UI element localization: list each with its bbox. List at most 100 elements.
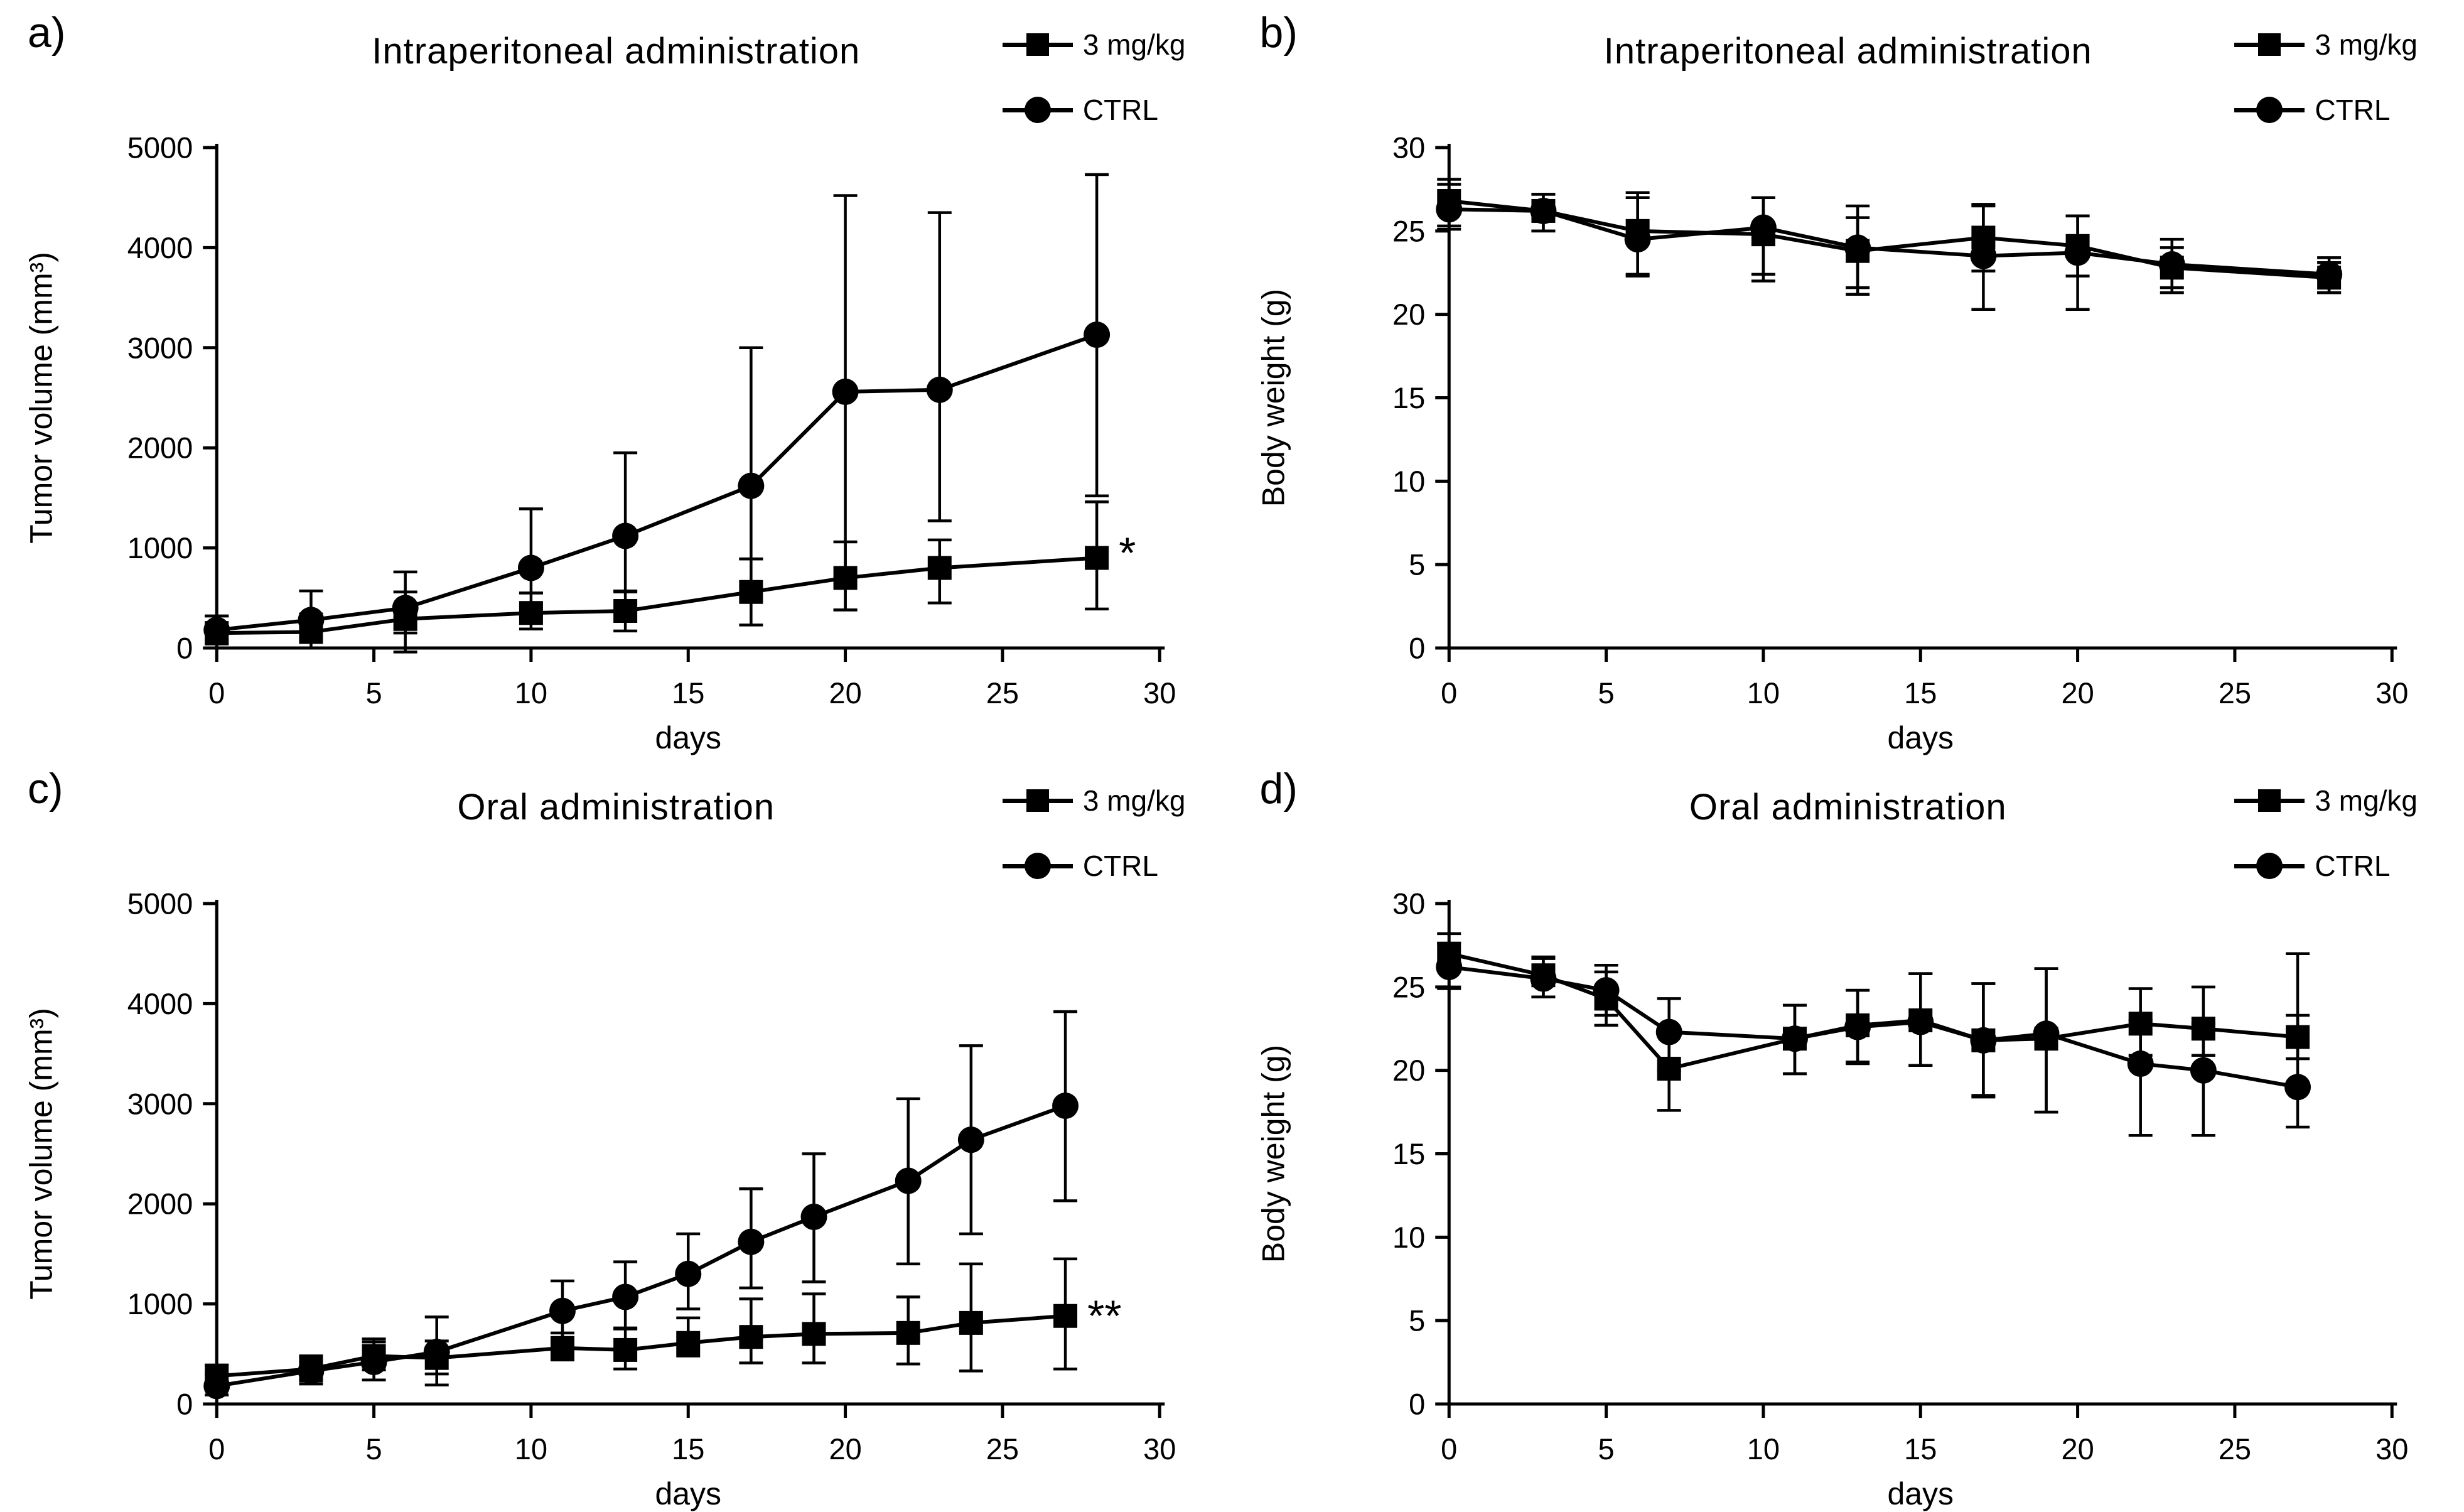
legend-label: 3 mg/kg (1082, 784, 1186, 817)
svg-text:days: days (1887, 1476, 1954, 1511)
svg-text:25: 25 (986, 676, 1019, 710)
svg-text:10: 10 (515, 676, 547, 710)
svg-text:25: 25 (2218, 676, 2251, 710)
svg-text:days: days (655, 720, 721, 755)
legend-item-treated: 3 mg/kg (1002, 28, 1186, 62)
svg-text:5: 5 (1598, 676, 1614, 710)
legend-item-control: CTRL (2234, 849, 2418, 883)
svg-text:10: 10 (1392, 1221, 1424, 1254)
panel-letter-d: d) (1259, 765, 1298, 813)
tumor-volume-chart-oral: 0 1000 2000 3000 4000 5000 0 5 10 15 20 25 30 days Tum… (23, 887, 1176, 1512)
svg-text:5: 5 (366, 676, 382, 710)
svg-text:20: 20 (829, 676, 861, 710)
legend-item-control: CTRL (1002, 849, 1186, 883)
circle-marker-icon (1002, 107, 1073, 112)
square-marker-icon (1002, 42, 1073, 47)
svg-text:0: 0 (208, 1432, 225, 1466)
svg-text:20: 20 (1392, 298, 1424, 331)
legend-b: 3 mg/kg CTRL (2234, 28, 2418, 127)
legend-label: CTRL (2315, 94, 2391, 126)
square-marker-icon (1002, 798, 1073, 803)
svg-text:4000: 4000 (127, 231, 193, 264)
svg-text:5: 5 (366, 1432, 382, 1466)
svg-text:2000: 2000 (127, 1187, 193, 1221)
panel-letter-a: a) (28, 9, 66, 57)
body-weight-chart-ip: 0 5 10 15 20 25 30 0 5 10 15 20 25 30 days Body weight … (1256, 131, 2408, 756)
svg-text:5000: 5000 (127, 887, 193, 921)
svg-text:25: 25 (986, 1432, 1019, 1466)
svg-text:5: 5 (1409, 548, 1425, 581)
legend-label: CTRL (2315, 850, 2391, 882)
svg-text:15: 15 (1904, 676, 1937, 710)
circle-marker-icon (2234, 107, 2305, 112)
svg-text:30: 30 (1143, 1432, 1176, 1466)
svg-text:4000: 4000 (127, 987, 193, 1020)
svg-text:Tumor volume (mm³): Tumor volume (mm³) (23, 252, 58, 544)
svg-text:1000: 1000 (127, 531, 193, 564)
svg-text:15: 15 (1904, 1432, 1937, 1466)
legend-label: 3 mg/kg (2315, 28, 2418, 61)
legend-item-control: CTRL (2234, 93, 2418, 127)
svg-text:5000: 5000 (127, 131, 193, 165)
svg-text:0: 0 (1409, 1388, 1425, 1421)
svg-text:0: 0 (208, 676, 225, 710)
svg-text:10: 10 (515, 1432, 547, 1466)
legend-label: 3 mg/kg (2315, 784, 2418, 817)
svg-text:15: 15 (672, 676, 704, 710)
tumor-volume-chart-ip: 0 1000 2000 3000 4000 5000 0 5 10 15 20 25 30 days Tum… (23, 131, 1176, 756)
svg-text:10: 10 (1746, 1432, 1779, 1466)
svg-text:2000: 2000 (127, 431, 193, 465)
svg-text:30: 30 (1392, 131, 1424, 165)
svg-text:25: 25 (2218, 1432, 2251, 1466)
svg-text:30: 30 (1143, 676, 1176, 710)
circle-marker-icon (1002, 863, 1073, 868)
svg-text:Body weight (g): Body weight (g) (1256, 1045, 1291, 1263)
svg-text:0: 0 (176, 1388, 193, 1421)
panel-letter-b: b) (1259, 9, 1298, 57)
panel-c: c) Oral administration 0 1000 2000 3000 4000… (0, 756, 1232, 1512)
svg-text:15: 15 (1392, 381, 1424, 414)
panel-b-title: Intraperitoneal administration (1603, 31, 2092, 72)
svg-text:5: 5 (1409, 1304, 1425, 1337)
legend-label: 3 mg/kg (1082, 28, 1186, 61)
svg-text:3000: 3000 (127, 1087, 193, 1120)
svg-text:0: 0 (1441, 1432, 1457, 1466)
svg-text:1000: 1000 (127, 1287, 193, 1320)
svg-text:20: 20 (829, 1432, 861, 1466)
panel-letter-c: c) (28, 765, 63, 813)
svg-text:10: 10 (1392, 465, 1424, 498)
legend-item-treated: 3 mg/kg (1002, 784, 1186, 818)
svg-text:20: 20 (1392, 1054, 1424, 1087)
svg-text:20: 20 (2061, 676, 2094, 710)
legend-item-control: CTRL (1002, 93, 1186, 127)
svg-text:20: 20 (2061, 1432, 2094, 1466)
svg-text:**: ** (1087, 1292, 1121, 1341)
panel-d: d) Oral administration 0 5 10 15 20 25 30 0 5 10 1… (1232, 756, 2464, 1512)
svg-text:3000: 3000 (127, 331, 193, 364)
panel-d-title: Oral administration (1689, 787, 2007, 828)
svg-text:days: days (655, 1476, 721, 1511)
legend-a: 3 mg/kg CTRL (1002, 28, 1186, 127)
svg-text:25: 25 (1392, 970, 1424, 1003)
legend-c: 3 mg/kg CTRL (1002, 784, 1186, 883)
legend-label: CTRL (1082, 94, 1158, 126)
svg-text:Tumor volume (mm³): Tumor volume (mm³) (23, 1008, 58, 1300)
circle-marker-icon (2234, 863, 2305, 868)
square-marker-icon (2234, 42, 2305, 47)
panel-b: b) Intraperitoneal administration 0 5 10 15… (1232, 0, 2464, 756)
svg-text:15: 15 (1392, 1137, 1424, 1170)
svg-text:Body weight (g): Body weight (g) (1256, 289, 1291, 507)
legend-d: 3 mg/kg CTRL (2234, 784, 2418, 883)
svg-text:*: * (1119, 529, 1136, 578)
svg-text:25: 25 (1392, 214, 1424, 247)
body-weight-chart-oral: 0 5 10 15 20 25 30 0 5 10 15 20 25 30 days Body weight … (1256, 887, 2408, 1512)
svg-text:0: 0 (176, 632, 193, 665)
svg-text:0: 0 (1441, 676, 1457, 710)
panel-a: a) Intraperitoneal administration 0 1000 2… (0, 0, 1232, 756)
svg-text:0: 0 (1409, 632, 1425, 665)
svg-text:10: 10 (1746, 676, 1779, 710)
svg-text:5: 5 (1598, 1432, 1614, 1466)
legend-item-treated: 3 mg/kg (2234, 784, 2418, 818)
legend-item-treated: 3 mg/kg (2234, 28, 2418, 62)
